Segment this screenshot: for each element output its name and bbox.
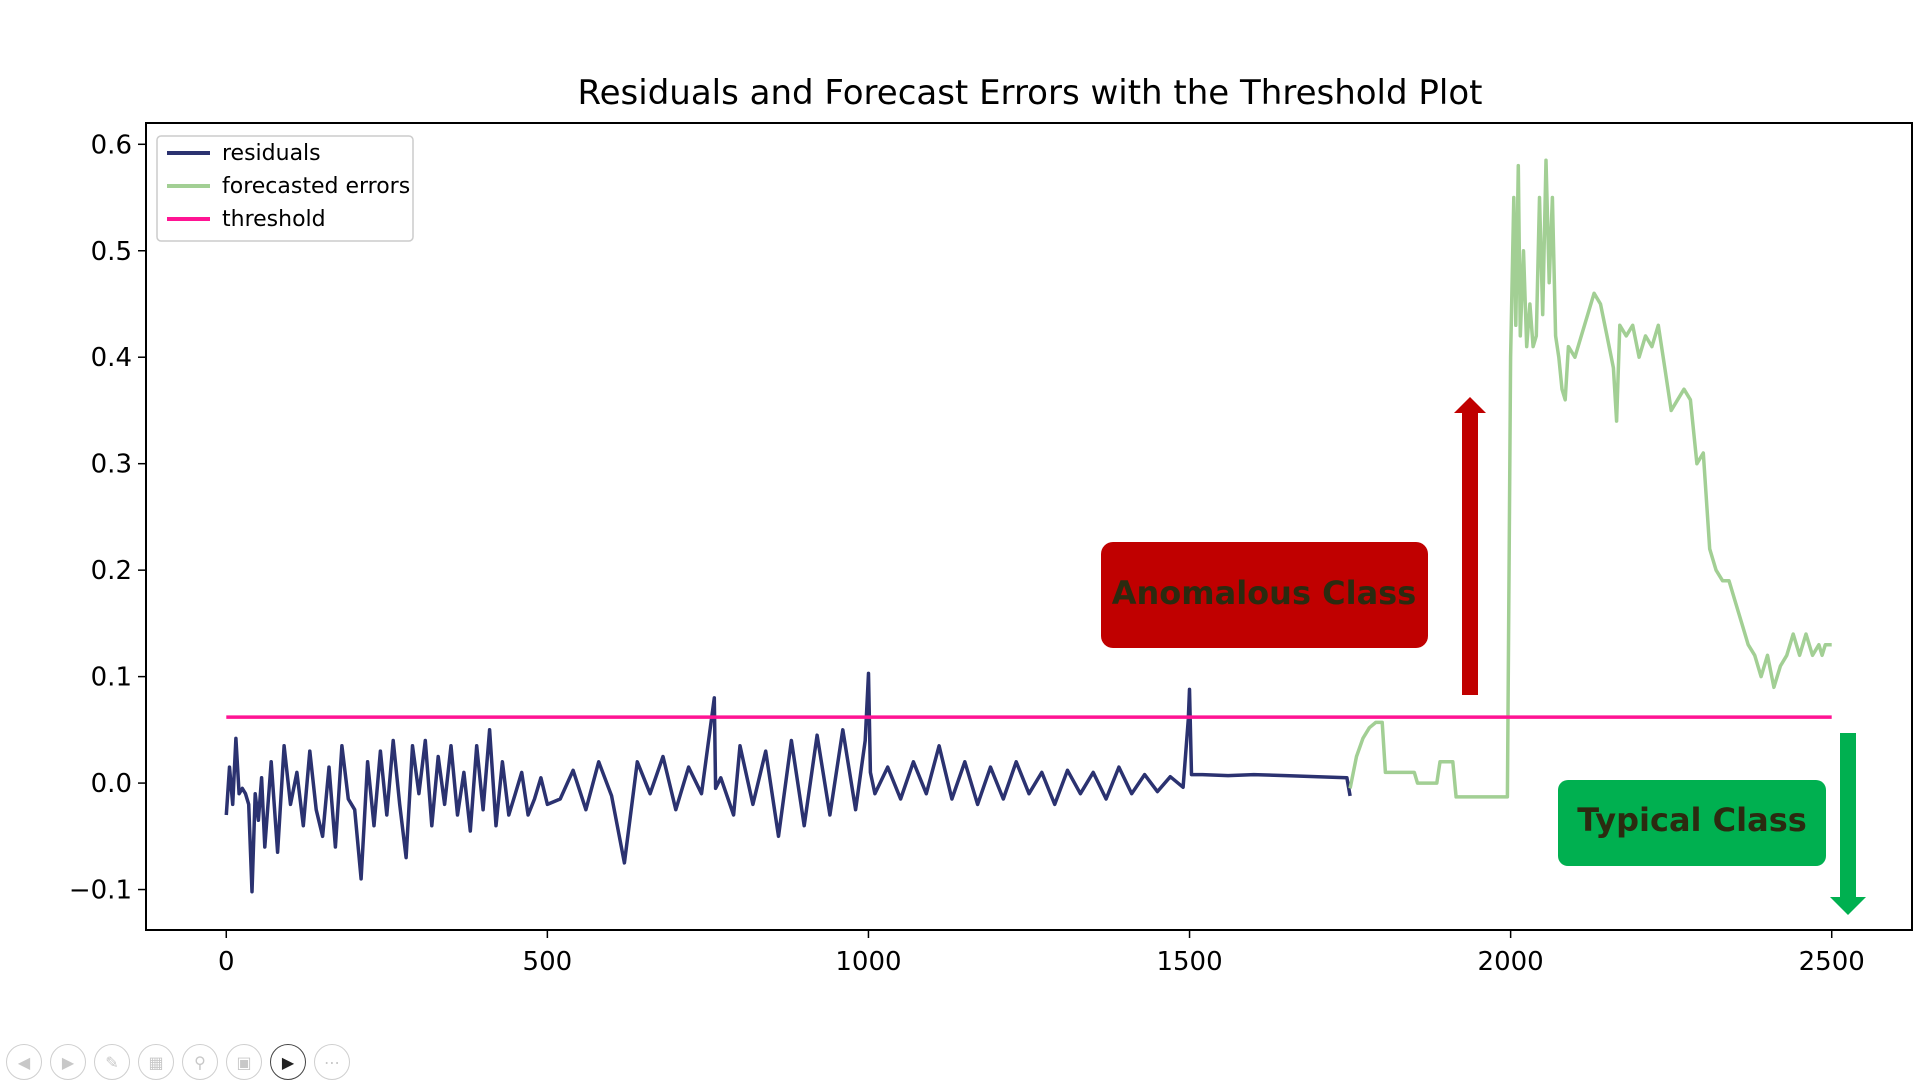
x-tick-label: 2500	[1799, 947, 1865, 977]
y-axis: −0.1 0.0 0.1 0.2 0.3 0.4 0.5 0.6	[69, 130, 146, 906]
anomalous-arrow-head	[1454, 397, 1486, 413]
typical-arrow-shaft	[1840, 733, 1856, 898]
typical-class-annotation: Typical Class	[1558, 780, 1826, 866]
anomalous-class-label: Anomalous Class	[1112, 574, 1417, 612]
anomalous-arrow-up	[1454, 397, 1486, 695]
series-line-residuals	[224, 671, 1352, 894]
typical-class-box	[1558, 780, 1826, 866]
x-tick-label: 2000	[1478, 947, 1544, 977]
series-layer	[224, 158, 1832, 894]
series-line-forecasted-errors	[1348, 158, 1832, 799]
y-tick-label: 0.3	[91, 450, 132, 480]
anomalous-class-annotation: Anomalous Class	[1101, 542, 1428, 648]
x-tick-label: 1000	[835, 947, 901, 977]
slides-grid-icon[interactable]: ▦	[138, 1044, 174, 1080]
y-tick-label: 0.4	[91, 343, 132, 373]
x-tick-label: 500	[523, 947, 573, 977]
y-tick-label: 0.6	[91, 130, 132, 160]
chart-title: Residuals and Forecast Errors with the T…	[578, 73, 1483, 113]
next-icon[interactable]: ▶	[50, 1044, 86, 1080]
y-tick-label: 0.5	[91, 237, 132, 267]
more-options-icon[interactable]: ⋯	[314, 1044, 350, 1080]
legend: residuals forecasted errors threshold	[156, 135, 414, 242]
anomalous-arrow-shaft	[1462, 412, 1478, 695]
camera-icon[interactable]: ▶	[270, 1044, 306, 1080]
anomalous-class-box	[1101, 542, 1428, 648]
x-axis: 0 500 1000 1500 2000 2500	[218, 930, 1865, 977]
y-tick-label: −0.1	[69, 876, 132, 906]
legend-label: forecasted errors	[222, 174, 410, 199]
subtitles-icon[interactable]: ▣	[226, 1044, 262, 1080]
legend-label: threshold	[222, 207, 326, 232]
x-tick-label: 0	[218, 947, 235, 977]
plot-area	[145, 122, 1913, 931]
typical-class-label: Typical Class	[1577, 801, 1807, 839]
axes-frame	[145, 122, 1913, 931]
slideshow-toolbar: ◀ ▶ ✎ ▦ ⚲ ▣ ▶ ⋯	[6, 1044, 350, 1080]
y-tick-label: 0.1	[91, 663, 132, 693]
pen-icon[interactable]: ✎	[94, 1044, 130, 1080]
typical-arrow-down	[1830, 733, 1866, 915]
zoom-icon[interactable]: ⚲	[182, 1044, 218, 1080]
previous-icon[interactable]: ◀	[6, 1044, 42, 1080]
typical-arrow-head	[1830, 897, 1866, 915]
x-tick-label: 1500	[1156, 947, 1222, 977]
y-tick-label: 0.2	[91, 556, 132, 586]
legend-box	[156, 135, 414, 242]
y-tick-label: 0.0	[91, 769, 132, 799]
legend-label: residuals	[222, 141, 321, 166]
